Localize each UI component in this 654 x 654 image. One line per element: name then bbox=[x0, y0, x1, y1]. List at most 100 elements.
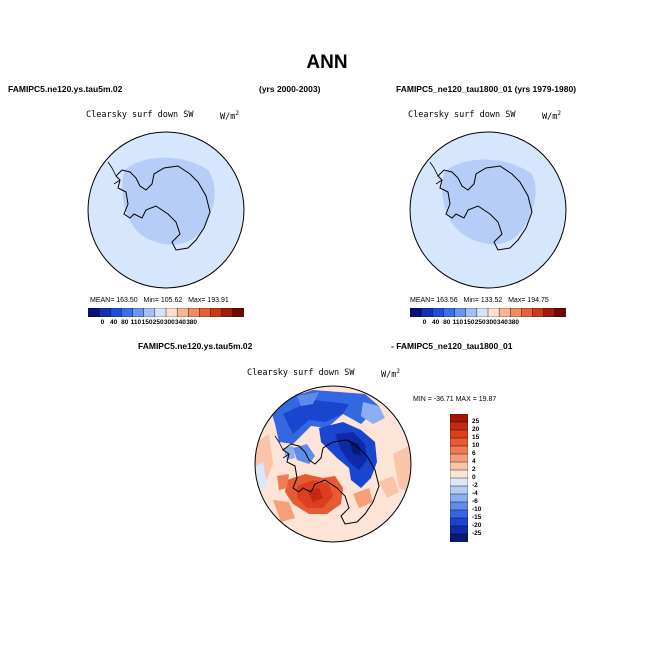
panel1-variable-name: Clearsky surf down SW bbox=[86, 110, 194, 120]
colorbar-tick-label: 0 bbox=[100, 319, 105, 326]
diff-colorbar-swatch bbox=[450, 453, 468, 463]
diff-colorbar-swatch bbox=[450, 469, 468, 479]
diff-colorbar-tick-label: 10 bbox=[472, 442, 480, 449]
colorbar-tick-label: 250 bbox=[152, 319, 164, 326]
panel3-map-border bbox=[254, 385, 412, 543]
diff-colorbar-tick-label: 2 bbox=[472, 466, 476, 473]
colorbar-tick-label: 380 bbox=[508, 319, 520, 326]
diff-colorbar-swatch bbox=[450, 429, 468, 439]
panel1-stats: MEAN= 163.50 Min= 105.62 Max= 193.91 bbox=[90, 297, 229, 304]
diff-colorbar-tick-label: 25 bbox=[472, 418, 480, 425]
diff-colorbar-tick-label: -4 bbox=[472, 490, 478, 497]
colorbar-tick-label: 150 bbox=[463, 319, 475, 326]
colorbar-tick-label: 340 bbox=[175, 319, 186, 326]
colorbar-swatch bbox=[199, 308, 212, 317]
colorbar-tick-label: 0 bbox=[422, 319, 427, 326]
colorbar-tick-label: 300 bbox=[485, 319, 497, 326]
colorbar-tick-label: 150 bbox=[141, 319, 153, 326]
diff-colorbar-tick-label: 6 bbox=[472, 450, 476, 457]
colorbar-swatch bbox=[221, 308, 234, 317]
panel3-peninsula-outline bbox=[274, 435, 290, 459]
panel3-antarctica-outline bbox=[282, 439, 380, 525]
diff-colorbar-tick-label: 4 bbox=[472, 458, 476, 465]
colorbar-swatch bbox=[410, 308, 422, 317]
panel1-mean: MEAN= 163.50 bbox=[90, 297, 138, 304]
panel1-antarctica-outline bbox=[115, 165, 211, 251]
diff-colorbar-swatch bbox=[450, 509, 468, 519]
panel2-polar-map bbox=[409, 131, 567, 289]
colorbar-swatch bbox=[176, 308, 189, 317]
colorbar-swatch bbox=[110, 308, 122, 317]
panel3-case-a: FAMIPC5.ne120.ys.tau5m.02 bbox=[138, 341, 253, 351]
colorbar-tick-label: 300 bbox=[163, 319, 175, 326]
colorbar-swatch bbox=[432, 308, 444, 317]
diff-colorbar-tick-label: -2 bbox=[472, 482, 478, 489]
colorbar-swatch bbox=[476, 308, 489, 317]
colorbar-swatch bbox=[210, 308, 223, 317]
panel3-difference-map bbox=[254, 385, 412, 543]
colorbar-swatch bbox=[420, 308, 433, 317]
colorbar-tick-label: 110 bbox=[130, 319, 142, 326]
diff-colorbar-tick-label: -20 bbox=[472, 522, 482, 529]
panel1-case-name: FAMIPC5.ne120.ys.tau5m.02 bbox=[8, 84, 123, 94]
colorbar-tick-label: 250 bbox=[474, 319, 486, 326]
panel3-colorbar: 25 20 15 10 6 4 2 0 -2 -4 -6 -10 -15 -20 -25 bbox=[450, 414, 490, 544]
colorbar-swatch bbox=[188, 308, 200, 317]
panel1-polar-map bbox=[87, 131, 245, 289]
colorbar-swatch bbox=[532, 308, 545, 317]
panel2-peninsula-outline bbox=[429, 161, 443, 185]
colorbar-tick-label: 340 bbox=[497, 319, 508, 326]
panel2-high-region bbox=[442, 159, 536, 245]
panel3-minmax: MIN = -36.71 MAX = 19.87 bbox=[413, 396, 497, 403]
panel1-min: Min= 105.62 bbox=[143, 297, 183, 304]
panel2-colorbar: 0 40 80 110 150 250 300 340 380 bbox=[410, 308, 566, 332]
diff-colorbar-tick-label: -10 bbox=[472, 506, 482, 513]
diff-colorbar-tick-label: -6 bbox=[472, 498, 478, 505]
panel1-max: Max= 193.91 bbox=[188, 297, 229, 304]
colorbar-swatch bbox=[132, 308, 145, 317]
diff-colorbar-swatch bbox=[450, 485, 468, 495]
diff-colorbar-swatch bbox=[450, 421, 468, 431]
diff-colorbar-swatch bbox=[450, 445, 468, 455]
season-title: ANN bbox=[306, 52, 348, 73]
colorbar-swatch bbox=[510, 308, 522, 317]
diff-colorbar-tick-label: 20 bbox=[472, 426, 480, 433]
colorbar-tick-label: 80 bbox=[443, 319, 451, 326]
diff-colorbar-swatch bbox=[450, 437, 468, 447]
panel2-mean: MEAN= 163.56 bbox=[410, 297, 458, 304]
diff-colorbar-swatch bbox=[450, 461, 468, 471]
diff-colorbar-swatch bbox=[450, 493, 468, 503]
panel1-map-border bbox=[87, 131, 245, 289]
panel1-high-region bbox=[122, 157, 215, 245]
diff-colorbar-swatch bbox=[450, 525, 468, 535]
colorbar-tick-label: 40 bbox=[110, 319, 118, 326]
diff-colorbar-swatch bbox=[450, 414, 468, 423]
colorbar-swatch bbox=[498, 308, 511, 317]
panel1-colorbar: 0 40 80 110 150 250 300 340 380 bbox=[88, 308, 244, 332]
panel2-antarctica-outline bbox=[437, 165, 533, 251]
colorbar-swatch bbox=[154, 308, 167, 317]
panel1-peninsula-outline bbox=[107, 161, 121, 185]
colorbar-tick-label: 40 bbox=[432, 319, 440, 326]
panel2-variable-name: Clearsky surf down SW bbox=[408, 110, 516, 120]
colorbar-swatch bbox=[487, 308, 500, 317]
colorbar-swatch bbox=[543, 308, 556, 317]
colorbar-swatch bbox=[521, 308, 534, 317]
diff-colorbar-tick-label: -25 bbox=[472, 530, 482, 537]
diff-colorbar-swatch bbox=[450, 517, 468, 527]
colorbar-swatch bbox=[465, 308, 478, 317]
diff-colorbar-swatch bbox=[450, 533, 468, 542]
colorbar-tick-label: 110 bbox=[452, 319, 464, 326]
colorbar-swatch bbox=[88, 308, 100, 317]
colorbar-swatch bbox=[98, 308, 111, 317]
colorbar-swatch bbox=[232, 308, 244, 317]
colorbar-swatch bbox=[443, 308, 456, 317]
panel3-case-b: - FAMIPC5_ne120_tau1800_01 bbox=[391, 341, 513, 351]
colorbar-swatch bbox=[454, 308, 467, 317]
colorbar-tick-label: 80 bbox=[121, 319, 129, 326]
colorbar-swatch bbox=[165, 308, 178, 317]
panel3-variable-name: Clearsky surf down SW bbox=[247, 368, 355, 378]
colorbar-swatch bbox=[554, 308, 566, 317]
diff-colorbar-swatch bbox=[450, 477, 468, 487]
diff-colorbar-tick-label: 15 bbox=[472, 434, 480, 441]
